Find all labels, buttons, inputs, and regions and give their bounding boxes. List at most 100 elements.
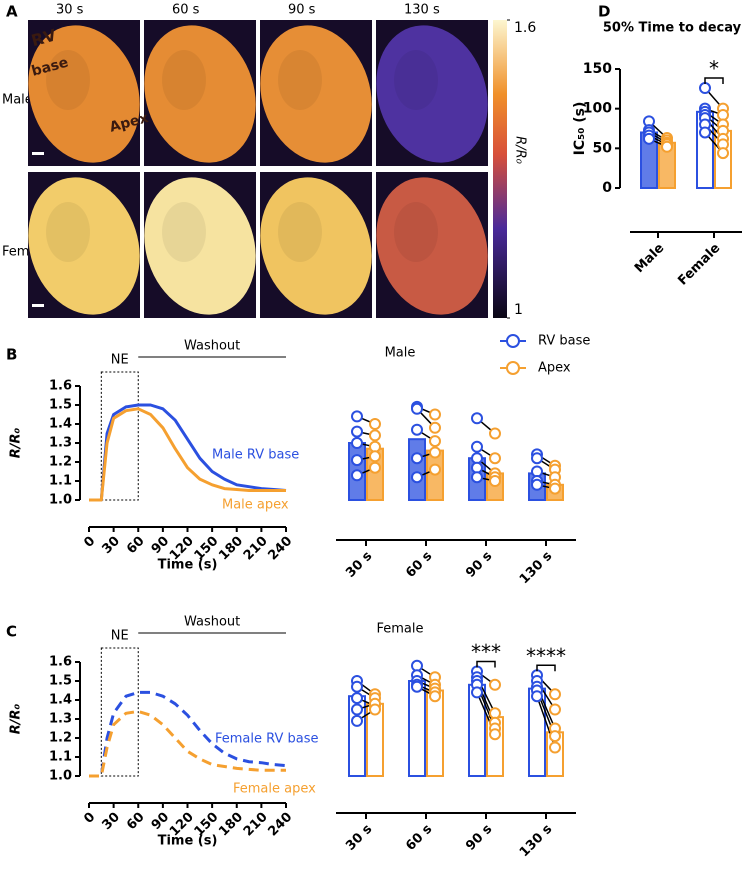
y-tick-label: 1.2 xyxy=(49,731,72,746)
heart-texture xyxy=(278,202,322,262)
y-tick-label: 1.1 xyxy=(49,474,72,489)
data-point xyxy=(699,82,711,95)
y-tick-label: 1.6 xyxy=(49,655,72,670)
data-point xyxy=(549,730,561,743)
colorbar-tick-label: 1.6 xyxy=(514,20,536,36)
x-tick-label: 0 xyxy=(81,810,98,827)
annotation: Washout xyxy=(184,615,240,630)
data-point xyxy=(717,109,729,122)
data-point xyxy=(471,471,483,484)
data-point xyxy=(429,435,441,448)
y-tick-label: 1.5 xyxy=(49,398,72,413)
x-tick-label: 180 xyxy=(216,810,246,840)
column-label: 90 s xyxy=(288,3,316,18)
x-axis-label: Time (s) xyxy=(158,558,218,573)
chart-title: Male xyxy=(385,346,416,361)
data-point xyxy=(369,450,381,463)
series-label: Male RV base xyxy=(212,448,299,463)
y-axis-label: R/R₀ xyxy=(9,427,24,458)
heart-image xyxy=(376,25,488,163)
x-tick-label: 210 xyxy=(241,534,271,564)
bar xyxy=(426,689,444,777)
heart-texture xyxy=(278,50,322,110)
x-tick-label: Female xyxy=(675,241,723,289)
legend-marker xyxy=(506,334,520,348)
data-point xyxy=(489,475,501,487)
data-point xyxy=(351,703,363,716)
data-point xyxy=(531,478,543,491)
data-point xyxy=(351,410,363,423)
x-tick-label: Male xyxy=(632,241,667,276)
y-tick-label: 150 xyxy=(583,61,612,77)
data-point xyxy=(429,463,441,476)
x-tick-label: 130 s xyxy=(517,549,556,588)
stimulus-box xyxy=(100,371,139,501)
data-point xyxy=(717,147,729,160)
y-tick-label: 1.3 xyxy=(49,712,72,727)
data-point xyxy=(411,423,423,436)
x-tick-label: 60 xyxy=(124,534,147,557)
line-series xyxy=(89,407,286,502)
data-point xyxy=(351,454,363,467)
x-tick-label: 30 xyxy=(100,534,123,557)
annotation: NE xyxy=(111,629,129,644)
legend-label: Apex xyxy=(538,361,571,376)
scale-bar xyxy=(32,152,44,155)
x-tick-label: 90 s xyxy=(463,549,495,581)
x-tick-label: 30 s xyxy=(343,822,375,854)
heart-texture xyxy=(394,202,438,262)
data-point xyxy=(549,741,561,754)
heart-image xyxy=(376,177,488,315)
heart-image xyxy=(260,25,372,163)
data-point xyxy=(411,680,423,693)
heart-texture xyxy=(162,202,206,262)
significance-bracket xyxy=(536,664,556,672)
data-point xyxy=(351,680,363,693)
y-tick-label: 1.2 xyxy=(49,455,72,470)
data-point xyxy=(369,429,381,442)
data-point xyxy=(351,692,363,705)
y-tick-label: 50 xyxy=(593,140,613,156)
data-point xyxy=(351,425,363,438)
y-tick-label: 1.5 xyxy=(49,674,72,689)
legend-label: RV base xyxy=(538,334,590,349)
x-tick-label: 30 xyxy=(100,810,123,833)
colorbar-tick-label: 1 xyxy=(514,302,523,318)
data-point xyxy=(489,678,501,691)
y-tick-label: 1.4 xyxy=(49,693,72,708)
chart-title: 50% Time to decay xyxy=(603,21,742,36)
colorbar xyxy=(493,20,507,318)
significance-bracket xyxy=(476,660,496,668)
significance-bracket xyxy=(704,77,724,85)
series-label: Female RV base xyxy=(215,732,318,747)
x-tick-label: 60 s xyxy=(403,549,435,581)
data-point xyxy=(549,703,561,716)
x-tick-label: 30 s xyxy=(343,549,375,581)
y-tick-label: 100 xyxy=(583,101,612,117)
x-tick-label: 240 xyxy=(266,810,296,840)
column-label: 30 s xyxy=(56,3,84,18)
data-point xyxy=(411,452,423,465)
significance-label: *** xyxy=(471,640,501,664)
annotation: NE xyxy=(111,353,129,368)
y-tick-label: 1.1 xyxy=(49,750,72,765)
x-tick-label: 180 xyxy=(216,534,246,564)
data-point xyxy=(471,686,483,699)
data-point xyxy=(369,703,381,716)
x-axis-label: Time (s) xyxy=(158,834,218,849)
panel-label: D xyxy=(598,3,610,21)
panel-label: B xyxy=(6,346,17,364)
data-point xyxy=(471,440,483,453)
data-point xyxy=(429,446,441,459)
data-point xyxy=(471,412,483,425)
column-label: 60 s xyxy=(172,3,200,18)
data-point xyxy=(661,140,673,153)
y-axis-label: IC₅₀ (s) xyxy=(572,102,588,156)
heart-texture xyxy=(394,50,438,110)
data-point xyxy=(411,471,423,484)
x-tick-label: 0 xyxy=(81,534,98,551)
data-point xyxy=(429,408,441,421)
heart-texture xyxy=(162,50,206,110)
data-point xyxy=(369,461,381,474)
